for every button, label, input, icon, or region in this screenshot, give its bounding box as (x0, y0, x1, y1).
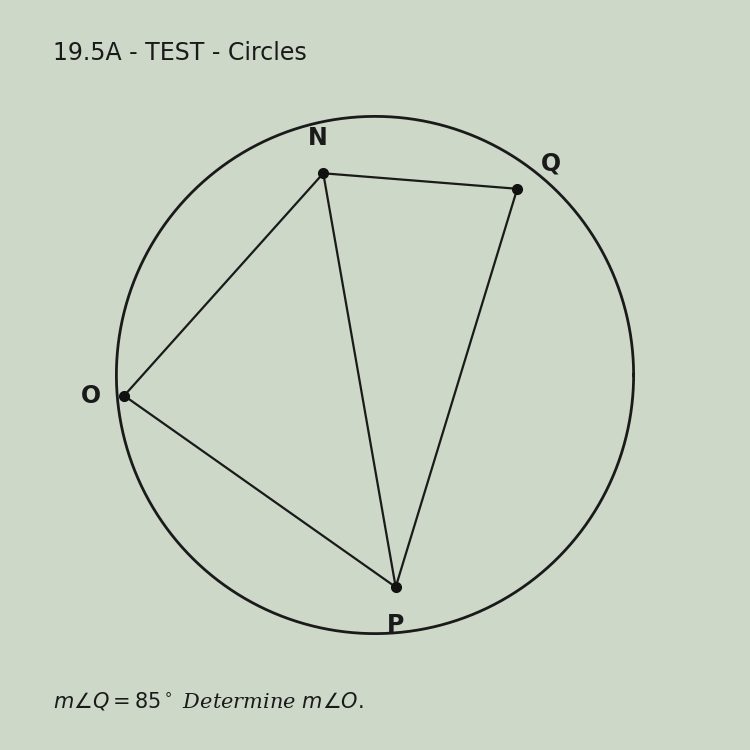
Text: P: P (387, 613, 404, 637)
Text: N: N (308, 126, 328, 150)
Text: 19.5A - TEST - Circles: 19.5A - TEST - Circles (53, 41, 306, 65)
Text: $m\angle Q = 85^\circ$ Determine $m\angle O.$: $m\angle Q = 85^\circ$ Determine $m\angl… (53, 690, 363, 712)
Text: O: O (81, 384, 100, 408)
Text: Q: Q (541, 152, 561, 176)
